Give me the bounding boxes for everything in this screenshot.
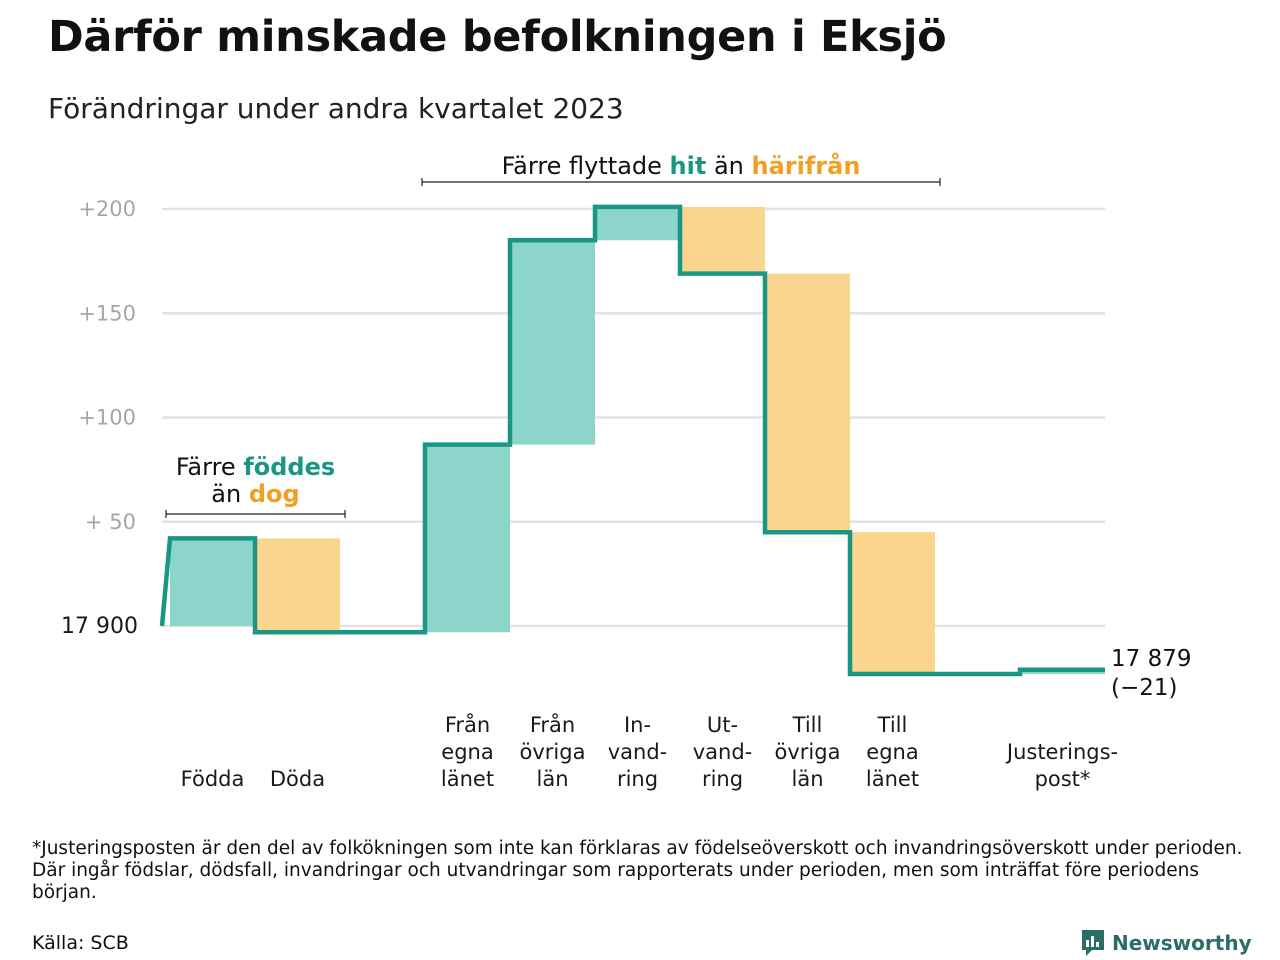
category-label-line: Från <box>530 712 575 737</box>
category-label-line: Ut- <box>707 713 738 737</box>
category-label-line: övriga <box>520 740 586 764</box>
annotation-highlight-green: hit <box>670 152 707 180</box>
category-label-invandring: In-vand-ring <box>608 713 668 791</box>
y-tick-label: + 50 <box>85 510 136 534</box>
annotation-text: Färre <box>176 453 244 481</box>
baseline-label: 17 900 <box>61 614 138 639</box>
category-label-line: Från <box>445 712 490 737</box>
category-label-line: vand- <box>608 740 668 764</box>
category-label-line: Till <box>792 713 823 737</box>
annotation-highlight-orange: härifrån <box>752 151 861 180</box>
category-label-line: länet <box>441 767 494 791</box>
category-label-line: länet <box>866 767 919 791</box>
category-label-utvandring: Ut-vand-ring <box>693 713 753 791</box>
category-label-line: post* <box>1035 767 1091 791</box>
y-tick-label: +200 <box>78 197 136 221</box>
bar-utvandring <box>680 206 765 274</box>
chart-title: Därför minskade befolkningen i Eksjö <box>48 12 947 62</box>
category-label-fodda: Födda <box>181 767 245 791</box>
category-label-line: Födda <box>181 767 245 791</box>
category-label-line: egna <box>866 740 918 764</box>
bar-till_ovriga <box>765 273 850 533</box>
bar-fran_egna <box>425 444 510 633</box>
category-label-line: vand- <box>693 740 753 764</box>
category-label-doda: Döda <box>270 767 325 791</box>
end-value-line: 17 879 <box>1111 646 1191 672</box>
source-label: Källa: SCB <box>32 932 129 954</box>
category-label-till_egna: Till egna länet <box>866 713 919 791</box>
category-label-line: Döda <box>270 767 325 791</box>
footnote: *Justeringsposten är den del av folkökni… <box>32 838 1243 903</box>
category-label-line: ring <box>617 767 658 791</box>
cumulative-step-line <box>159 204 1105 677</box>
category-label-fran_egna: Från egna länet <box>441 712 494 791</box>
annotation-text: Färre flyttade <box>502 152 670 180</box>
category-label-line: Till <box>877 713 908 737</box>
annotation-text: än <box>706 152 751 180</box>
annotation-births-line2: än dog <box>211 480 299 508</box>
bar-fodda <box>170 538 255 626</box>
category-label-line: övriga <box>775 740 841 764</box>
category-label-line: Justerings- <box>1005 740 1118 764</box>
brand-name: Newsworthy <box>1112 931 1252 955</box>
annotation-moves: Färre flyttade hit än härifrån <box>502 151 861 180</box>
category-label-line: egna <box>441 740 493 764</box>
category-label-line: ring <box>702 767 743 791</box>
annotation-highlight-orange: dog <box>249 480 300 508</box>
y-tick-label: +150 <box>78 301 136 325</box>
category-label-line: län <box>536 767 568 791</box>
chart-subtitle: Förändringar under andra kvartalet 2023 <box>48 92 624 125</box>
annotation-highlight-green: föddes <box>243 453 335 481</box>
brand-logo[interactable]: Newsworthy <box>1080 928 1252 958</box>
category-label-till_ovriga: Till övriga län <box>775 713 841 791</box>
category-label-justering: Justerings-post* <box>1005 740 1118 791</box>
bar-invandring <box>595 206 680 241</box>
end-value-line: (−21) <box>1111 675 1177 701</box>
category-labels: Födda Döda Från egna länet Från övriga län In-va… <box>181 712 1118 791</box>
category-label-line: In- <box>624 713 651 737</box>
y-tick-label: +100 <box>78 406 136 430</box>
y-axis-ticks: 17 900 + 50 +100 +150 +200 17 879 (−21) <box>61 197 1191 701</box>
category-label-fran_ovriga: Från övriga län <box>520 712 586 791</box>
bar-doda <box>255 538 340 633</box>
step-line <box>159 204 1105 677</box>
end-value-label: 17 879 (−21) <box>1111 646 1191 701</box>
annotation-text: än <box>211 480 249 508</box>
bar-fran_ovriga <box>510 240 595 445</box>
bar-till_egna <box>850 532 935 674</box>
category-label-line: län <box>791 767 823 791</box>
annotation-births-line1: Färre föddes <box>176 453 335 481</box>
newsworthy-logo-icon <box>1082 930 1104 956</box>
bars <box>170 206 1105 674</box>
